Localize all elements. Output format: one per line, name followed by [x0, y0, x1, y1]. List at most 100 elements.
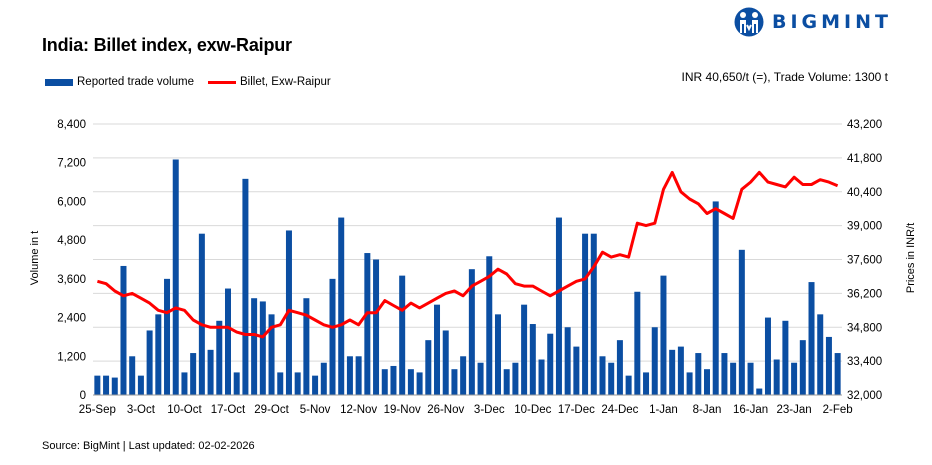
volume-bar: [799, 340, 806, 395]
volume-bar: [338, 217, 345, 395]
volume-bar: [643, 372, 650, 395]
legend: Reported trade volume Billet, Exw-Raipur: [45, 76, 331, 88]
source-note: Source: BigMint | Last updated: 02-02-20…: [42, 440, 255, 452]
volume-bar: [599, 356, 606, 395]
volume-bar: [416, 372, 423, 395]
x-tick-label: 29-Oct: [254, 404, 289, 416]
right-tick-label: 37,600: [847, 255, 882, 267]
right-tick-label: 40,400: [847, 187, 882, 199]
volume-bar: [791, 362, 798, 395]
volume-bar: [773, 359, 780, 395]
volume-bar: [146, 330, 153, 395]
volume-bar: [451, 369, 458, 395]
volume-bar: [582, 233, 589, 395]
right-tick-label: 34,800: [847, 322, 882, 334]
volume-bar: [425, 340, 432, 395]
volume-bar: [573, 346, 580, 395]
volume-bar: [259, 301, 266, 395]
volume-bar: [677, 346, 684, 395]
right-tick-label: 39,000: [847, 221, 882, 233]
volume-bar: [373, 259, 380, 395]
volume-bar: [312, 375, 319, 395]
left-tick-label: 0: [80, 390, 86, 402]
volume-bar: [721, 353, 728, 395]
volume-bar: [477, 362, 484, 395]
volume-bar: [538, 359, 545, 395]
volume-bar: [216, 320, 223, 395]
volume-bar: [590, 233, 597, 395]
volume-bar: [111, 377, 118, 395]
volume-bar: [712, 201, 719, 395]
volume-bar: [825, 336, 832, 395]
volume-bar: [521, 304, 528, 395]
x-tick-label: 23-Jan: [777, 404, 812, 416]
volume-bar: [503, 369, 510, 395]
volume-bar: [608, 362, 615, 395]
volume-bar: [704, 369, 711, 395]
volume-bar: [155, 314, 162, 395]
left-tick-label: 4,800: [57, 235, 86, 247]
volume-bar: [399, 275, 406, 395]
right-tick-label: 43,200: [847, 119, 882, 131]
volume-bar: [442, 330, 449, 395]
volume-bar: [277, 372, 284, 395]
volume-bar: [346, 356, 353, 395]
volume-bar: [817, 314, 824, 395]
x-tick-label: 12-Nov: [340, 404, 377, 416]
right-axis-title: Prices in INR/t: [905, 223, 917, 293]
volume-bar: [198, 233, 205, 395]
volume-bar: [190, 353, 197, 395]
volume-bar: [329, 278, 336, 395]
left-tick-label: 2,400: [57, 313, 86, 325]
x-tick-label: 24-Dec: [601, 404, 638, 416]
x-tick-label: 26-Nov: [427, 404, 464, 416]
right-tick-label: 41,800: [847, 153, 882, 165]
x-tick-label: 2-Feb: [823, 404, 853, 416]
x-tick-label: 25-Sep: [79, 404, 116, 416]
volume-bar: [120, 265, 127, 395]
bigmint-logo-icon: [734, 7, 764, 37]
x-tick-label: 1-Jan: [649, 404, 678, 416]
volume-bar: [181, 372, 188, 395]
volume-bar: [764, 317, 771, 395]
volume-bar: [268, 314, 275, 395]
right-tick-label: 32,000: [847, 390, 882, 402]
volume-bar: [730, 362, 737, 395]
volume-bar: [564, 327, 571, 395]
volume-bar: [669, 349, 676, 395]
logo-text: BIGMINT: [772, 11, 892, 33]
volume-bar: [782, 320, 789, 395]
x-axis-ticks: 25-Sep 3-Oct 10-Oct 17-Oct 29-Oct 5-Nov 12-Nov…: [79, 404, 853, 416]
chart-title: India: Billet index, exw-Raipur: [42, 35, 292, 55]
volume-bar: [494, 314, 501, 395]
volume-bar: [555, 217, 562, 395]
volume-bar: [381, 369, 388, 395]
x-tick-label: 19-Nov: [384, 404, 421, 416]
price-volume-note: INR 40,650/t (=), Trade Volume: 1300 t: [681, 70, 888, 84]
volume-bar: [695, 353, 702, 395]
volume-bar: [468, 269, 475, 395]
volume-bar: [625, 375, 632, 395]
x-tick-label: 17-Dec: [558, 404, 595, 416]
volume-bar: [94, 375, 101, 395]
volume-bar: [129, 356, 136, 395]
volume-bar: [251, 298, 258, 395]
x-tick-label: 10-Dec: [514, 404, 551, 416]
volume-bar: [616, 340, 623, 395]
volume-bar: [660, 275, 667, 395]
volume-bar: [529, 324, 536, 395]
volume-bar: [355, 356, 362, 395]
bigmint-logo: BIGMINT: [734, 6, 892, 38]
volume-bar: [512, 362, 519, 395]
bar-series: [94, 159, 841, 395]
volume-bar: [207, 349, 214, 395]
volume-bar: [320, 362, 327, 395]
x-tick-label: 10-Oct: [167, 404, 202, 416]
left-tick-label: 6,000: [57, 196, 86, 208]
legend-bar-swatch: [45, 78, 73, 86]
volume-bar: [651, 327, 658, 395]
x-tick-label: 17-Oct: [211, 404, 246, 416]
legend-line-label: Billet, Exw-Raipur: [239, 76, 331, 88]
volume-bar: [294, 372, 301, 395]
right-tick-label: 36,200: [847, 288, 882, 300]
